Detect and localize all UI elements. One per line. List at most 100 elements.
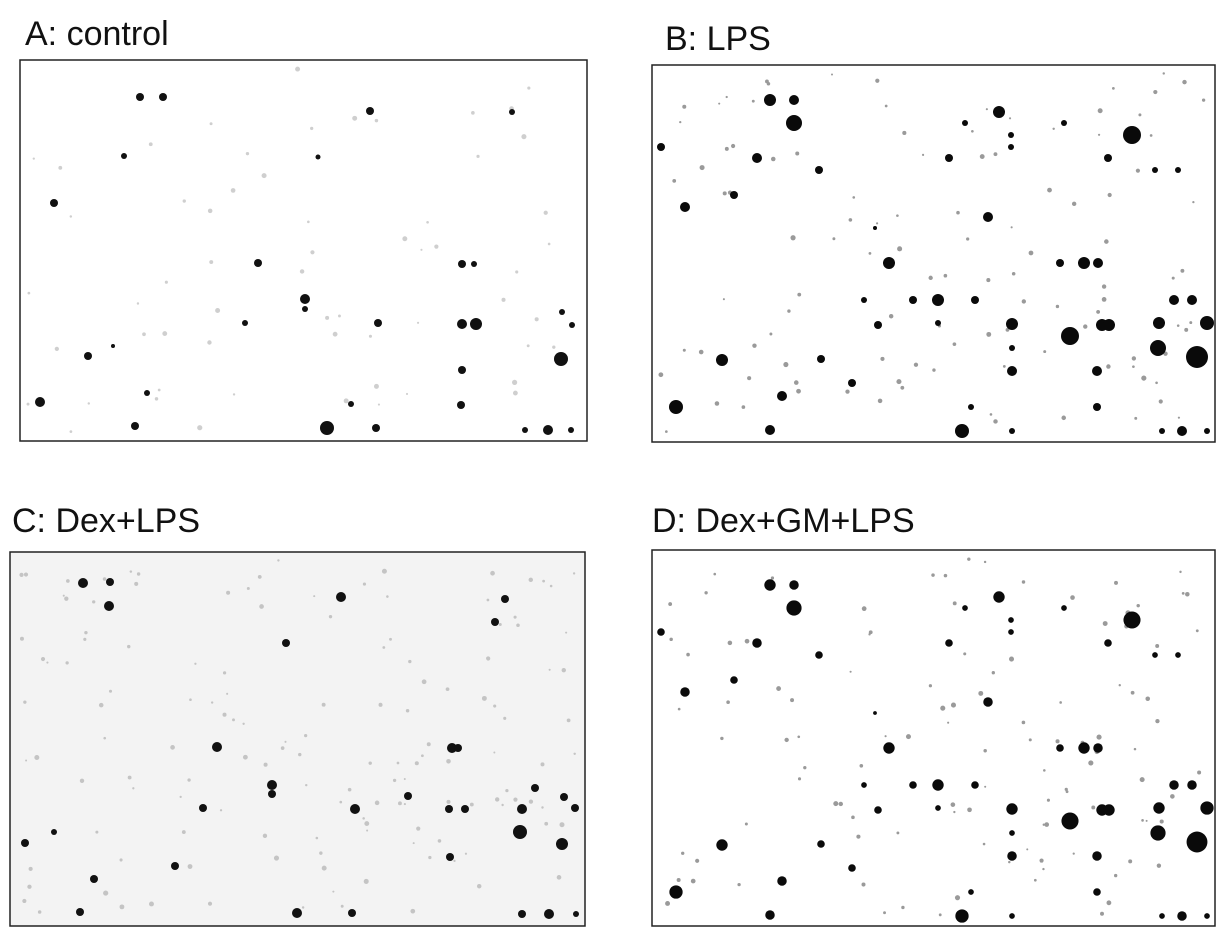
spot bbox=[896, 831, 900, 835]
spot bbox=[786, 600, 802, 616]
spot bbox=[716, 354, 728, 366]
spot bbox=[1159, 913, 1165, 919]
spot bbox=[1131, 356, 1137, 361]
spot bbox=[58, 165, 63, 170]
spot bbox=[121, 153, 127, 159]
spot bbox=[368, 761, 372, 765]
spot bbox=[1061, 120, 1067, 126]
spot bbox=[902, 130, 907, 136]
spot bbox=[724, 146, 729, 151]
spot bbox=[776, 686, 782, 691]
spot bbox=[1186, 346, 1208, 368]
spot bbox=[1008, 617, 1014, 623]
spot bbox=[92, 600, 96, 604]
spot bbox=[300, 294, 310, 304]
spot bbox=[111, 344, 115, 348]
spot bbox=[273, 855, 280, 861]
spot bbox=[1072, 852, 1075, 855]
spot bbox=[571, 804, 579, 812]
spot bbox=[40, 656, 46, 662]
spot bbox=[503, 716, 507, 720]
spot bbox=[1181, 592, 1185, 595]
spot bbox=[861, 297, 867, 303]
spot bbox=[874, 321, 882, 329]
blot-frame bbox=[651, 549, 1216, 927]
spot bbox=[207, 901, 213, 906]
spot bbox=[938, 913, 942, 917]
spot bbox=[556, 875, 562, 880]
spot bbox=[26, 402, 30, 406]
spot bbox=[1008, 144, 1014, 150]
blot-frame bbox=[19, 59, 588, 442]
spot bbox=[321, 865, 327, 871]
spot bbox=[1123, 126, 1141, 144]
spot bbox=[22, 898, 27, 904]
spot bbox=[280, 746, 285, 750]
spot bbox=[1002, 365, 1006, 368]
spot bbox=[222, 712, 227, 717]
spot bbox=[985, 108, 988, 111]
spot bbox=[559, 309, 565, 315]
spot bbox=[880, 356, 885, 361]
spot bbox=[1155, 381, 1158, 385]
spot bbox=[852, 196, 856, 199]
spot bbox=[242, 320, 248, 326]
spot bbox=[681, 851, 685, 855]
spot bbox=[352, 115, 358, 121]
spot bbox=[51, 829, 57, 835]
spot bbox=[1187, 295, 1197, 305]
spot bbox=[215, 308, 221, 313]
spot bbox=[556, 838, 568, 850]
spot bbox=[947, 721, 950, 724]
spot bbox=[257, 575, 262, 579]
spot bbox=[426, 742, 431, 747]
spot bbox=[199, 804, 207, 812]
spot bbox=[986, 331, 992, 337]
spot bbox=[848, 864, 856, 872]
spot bbox=[682, 104, 687, 109]
spot bbox=[106, 578, 114, 586]
spot bbox=[268, 790, 276, 798]
spot bbox=[982, 842, 986, 846]
spot bbox=[888, 313, 894, 319]
spot bbox=[162, 331, 168, 337]
spot bbox=[182, 199, 186, 203]
spot bbox=[37, 910, 42, 914]
spot bbox=[1033, 878, 1037, 882]
spot bbox=[1152, 167, 1158, 173]
spot bbox=[1070, 595, 1075, 600]
spot bbox=[339, 800, 343, 804]
spot bbox=[1056, 259, 1064, 267]
spot bbox=[501, 297, 506, 302]
spot bbox=[991, 671, 995, 675]
spot bbox=[993, 591, 1005, 603]
spot bbox=[347, 787, 352, 792]
spot bbox=[789, 95, 799, 105]
spot bbox=[989, 413, 993, 416]
spot bbox=[412, 842, 415, 845]
spot bbox=[568, 427, 574, 433]
spot bbox=[471, 261, 477, 267]
spot bbox=[1103, 319, 1115, 331]
spot bbox=[1106, 900, 1112, 906]
spot bbox=[332, 331, 338, 337]
spot bbox=[940, 705, 946, 711]
spot bbox=[544, 909, 554, 919]
blot-frame bbox=[651, 64, 1216, 443]
spot bbox=[900, 385, 905, 390]
spot bbox=[437, 839, 442, 843]
spot bbox=[298, 752, 302, 757]
panel-label: B: LPS bbox=[665, 20, 771, 58]
spot bbox=[731, 143, 736, 149]
spot bbox=[21, 839, 29, 847]
spot bbox=[1204, 428, 1210, 434]
spot bbox=[559, 822, 565, 828]
spot bbox=[87, 402, 90, 405]
spot bbox=[328, 614, 333, 619]
spot bbox=[943, 273, 948, 278]
spot bbox=[232, 393, 236, 396]
spot bbox=[321, 702, 326, 707]
spot bbox=[405, 392, 409, 396]
spot bbox=[859, 763, 864, 768]
spot bbox=[372, 424, 380, 432]
